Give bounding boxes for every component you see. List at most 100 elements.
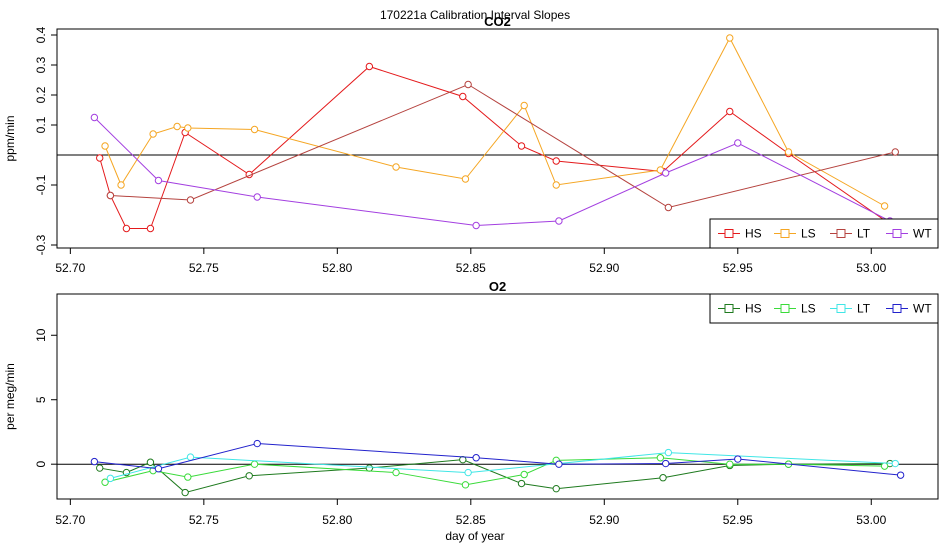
data-point (664, 448, 673, 457)
data-point (101, 142, 109, 150)
series-wt (90, 113, 894, 230)
data-point (459, 92, 467, 101)
data-point (365, 62, 374, 71)
data-point (880, 202, 889, 210)
data-point (517, 479, 526, 488)
panel-title: CO2 (484, 14, 511, 29)
data-point (250, 125, 259, 134)
data-point (891, 459, 899, 468)
legend-swatch-marker (780, 229, 790, 238)
plot-frame (56, 293, 939, 500)
y-tick-label: 5 (34, 396, 48, 403)
data-point (880, 462, 889, 470)
data-point (552, 484, 560, 493)
legend-label: WT (913, 302, 932, 316)
data-point (392, 468, 400, 477)
co2-panel: CO2 ppm/min 52.70 52.75 52.80 52.85 52.90 52.95… (3, 14, 939, 275)
data-point (472, 454, 480, 462)
series-lt (106, 80, 899, 212)
data-point (96, 464, 104, 472)
y-tick-label: 0.1 (34, 116, 48, 133)
data-point (520, 470, 528, 479)
y-tick-label: 10 (34, 328, 48, 342)
legend-swatch-marker (892, 304, 902, 313)
data-point (461, 175, 470, 183)
series-hs (96, 455, 894, 497)
data-point (186, 196, 195, 204)
data-point (461, 481, 470, 489)
data-point (173, 122, 181, 131)
data-point (664, 203, 673, 212)
data-point (392, 163, 400, 171)
legend: HS LS LT WT (709, 218, 939, 249)
data-point (661, 459, 670, 468)
y-tick-label: 0.3 (34, 56, 48, 73)
x-tick-label: 52.80 (322, 261, 352, 275)
legend-swatch-marker (836, 229, 846, 238)
data-point (726, 107, 734, 116)
series-line (99, 65, 891, 229)
data-point (365, 464, 374, 472)
x-tick-label: 53.00 (856, 261, 886, 275)
series-line (104, 457, 885, 486)
data-point (555, 217, 563, 225)
data-point (520, 101, 528, 110)
x-tick-label: 53.00 (856, 513, 886, 527)
x-tick-label: 52.85 (456, 513, 486, 527)
series-line (94, 117, 891, 227)
y-tick-label: -0.1 (34, 174, 48, 195)
data-point (146, 224, 155, 233)
data-point (891, 148, 899, 156)
x-tick-label: 52.70 (55, 513, 85, 527)
data-point (122, 224, 131, 233)
data-point (245, 472, 253, 480)
data-point (472, 221, 480, 230)
y-axis-label: per meg/min (3, 363, 17, 430)
data-point (734, 139, 742, 147)
data-point (734, 455, 742, 463)
data-point (552, 157, 560, 165)
data-point (896, 471, 905, 479)
y-tick-label: -0.3 (34, 234, 48, 255)
data-point (253, 193, 261, 201)
data-point (517, 142, 526, 150)
series-lt (106, 448, 899, 483)
series-hs (96, 62, 894, 233)
data-point (106, 474, 115, 483)
series-line (104, 36, 885, 207)
plot-frame (56, 28, 939, 249)
legend: HS LS LT WT (709, 293, 939, 324)
series-line (94, 443, 901, 476)
legend-label: HS (745, 302, 762, 316)
panel-title: O2 (489, 279, 506, 294)
y-axis-label: ppm/min (3, 115, 17, 161)
data-point (464, 80, 472, 89)
data-point (659, 474, 667, 482)
data-point (656, 454, 665, 462)
data-point (154, 465, 163, 473)
x-tick-label: 52.90 (589, 261, 619, 275)
x-tick-label: 52.80 (322, 513, 352, 527)
data-point (101, 478, 109, 486)
series-line (110, 452, 896, 479)
x-tick-label: 52.75 (189, 513, 219, 527)
x-tick-label: 52.85 (456, 261, 486, 275)
x-tick-label: 52.95 (723, 261, 753, 275)
data-point (661, 169, 670, 177)
data-point (184, 473, 192, 481)
legend-swatch-marker (724, 229, 734, 238)
o2-panel: O2 per meg/min 52.70 52.75 52.80 52.85 52.90 52… (3, 279, 939, 527)
data-point (117, 181, 125, 189)
data-point (726, 460, 734, 468)
legend-label: LS (801, 227, 816, 241)
data-point (90, 457, 99, 466)
data-point (96, 154, 104, 162)
legend-swatch-marker (836, 304, 846, 313)
legend-swatch-marker (892, 229, 902, 238)
legend-label: WT (913, 227, 932, 241)
data-point (186, 453, 195, 461)
data-point (726, 34, 734, 42)
data-point (106, 191, 115, 200)
data-point (253, 439, 261, 448)
